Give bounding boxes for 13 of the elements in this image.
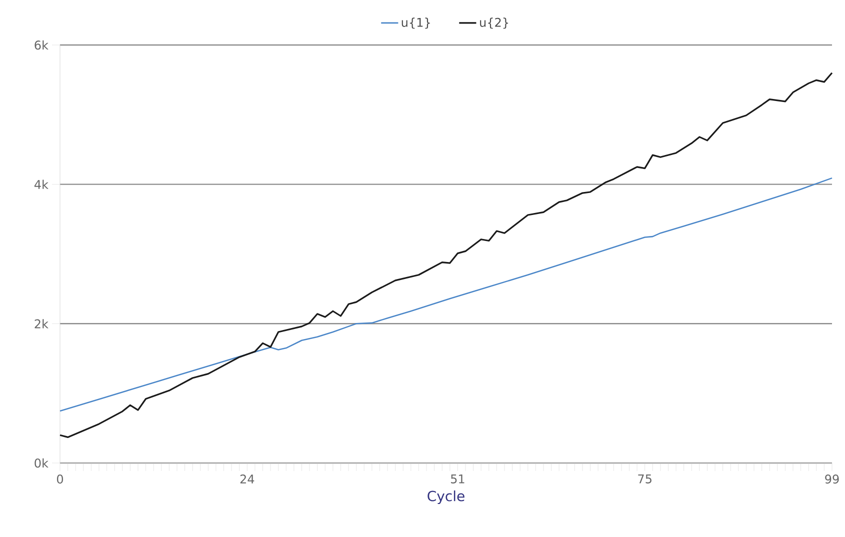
x-tick-label: 51	[450, 474, 464, 484]
y-tick-label: 6k	[34, 40, 48, 50]
legend-label: u{1}	[402, 18, 430, 29]
x-tick-label: 75	[638, 474, 652, 484]
legend-label: u{2}	[480, 18, 508, 29]
y-tick-label: 4k	[34, 180, 48, 189]
x-axis-title: Cycle	[428, 490, 464, 504]
line-series	[59, 72, 833, 438]
y-tick-label: 2k	[34, 319, 48, 328]
x-tick-label: 99	[825, 474, 839, 484]
x-tick-label: 0	[56, 474, 64, 484]
y-tick-label: 0k	[34, 458, 48, 468]
x-tick-label: 24	[240, 474, 254, 484]
